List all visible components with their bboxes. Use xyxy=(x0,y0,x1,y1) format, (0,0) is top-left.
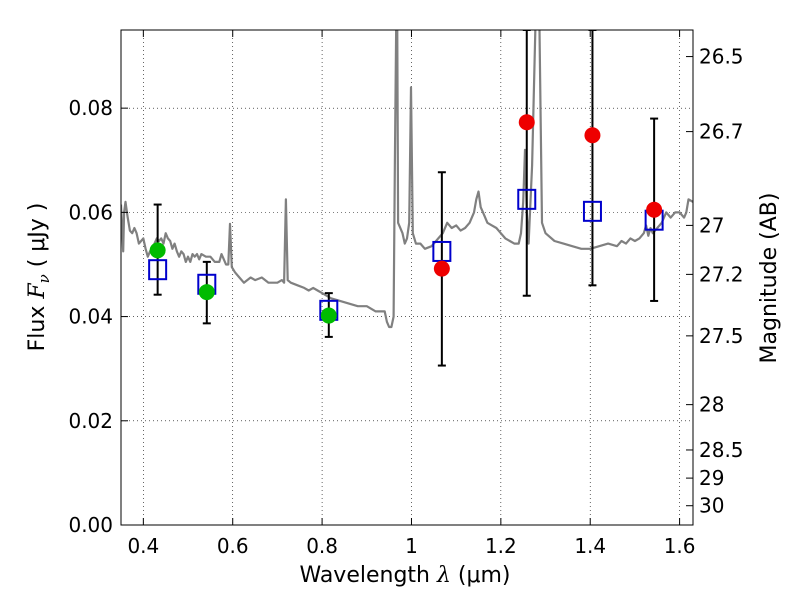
observed-point-green xyxy=(198,284,215,301)
x-tick-label: 0.8 xyxy=(306,534,338,558)
x-tick-label: 1 xyxy=(405,534,418,558)
magnitude-tick-label: 28 xyxy=(699,393,724,417)
spectrum-line xyxy=(121,30,693,329)
magnitude-tick-label: 29 xyxy=(699,466,724,490)
observed-photometry-markers xyxy=(149,114,663,324)
x-tick-label: 0.6 xyxy=(217,534,249,558)
magnitude-tick-label: 30 xyxy=(699,494,724,518)
y-tick-label: 0.04 xyxy=(68,305,113,329)
magnitude-tick-label: 26.7 xyxy=(699,120,744,144)
y-tick-label: 0.02 xyxy=(68,409,113,433)
model-square-marker xyxy=(148,259,168,281)
magnitude-tick-label: 26.5 xyxy=(699,45,744,69)
y-axis-label: Flux Fν ( μJy ) xyxy=(25,203,53,352)
x-tick-label: 0.4 xyxy=(127,534,159,558)
magnitude-tick-label: 27.2 xyxy=(699,262,744,286)
y-tick-label: 0.08 xyxy=(68,96,113,120)
observed-point-red xyxy=(433,260,450,277)
model-spectrum xyxy=(121,30,693,329)
magnitude-tick-label: 27 xyxy=(699,213,724,237)
x-axis-label: Wavelength λ (μm) xyxy=(299,563,510,588)
magnitude-tick-label: 27.5 xyxy=(699,324,744,348)
observed-point-red xyxy=(518,114,535,131)
magnitude-axis-ticks: 26.5 26.7 27 27.2 27.5 28 28.5 29 30 xyxy=(686,45,744,518)
magnitude-axis-label: Magnitude (AB) xyxy=(757,193,782,364)
x-tick-label: 1.6 xyxy=(664,534,696,558)
x-tick-label: 1.4 xyxy=(574,534,606,558)
y-tick-label: 0.06 xyxy=(68,200,113,224)
x-axis-ticks: 0.4 0.6 0.8 1 1.2 1.4 1.6 xyxy=(127,30,696,558)
observed-point-green xyxy=(149,242,166,259)
observed-point-red xyxy=(646,201,663,218)
model-square-marker xyxy=(582,200,602,222)
y-tick-label: 0.00 xyxy=(68,513,113,537)
observed-point-green xyxy=(320,307,337,324)
x-tick-label: 1.2 xyxy=(485,534,517,558)
observed-point-red xyxy=(584,127,601,144)
model-square-marker xyxy=(517,188,537,210)
y-axis-ticks: 0.00 0.02 0.04 0.06 0.08 xyxy=(68,96,128,537)
plot-frame xyxy=(120,29,694,526)
magnitude-tick-label: 28.5 xyxy=(699,438,744,462)
